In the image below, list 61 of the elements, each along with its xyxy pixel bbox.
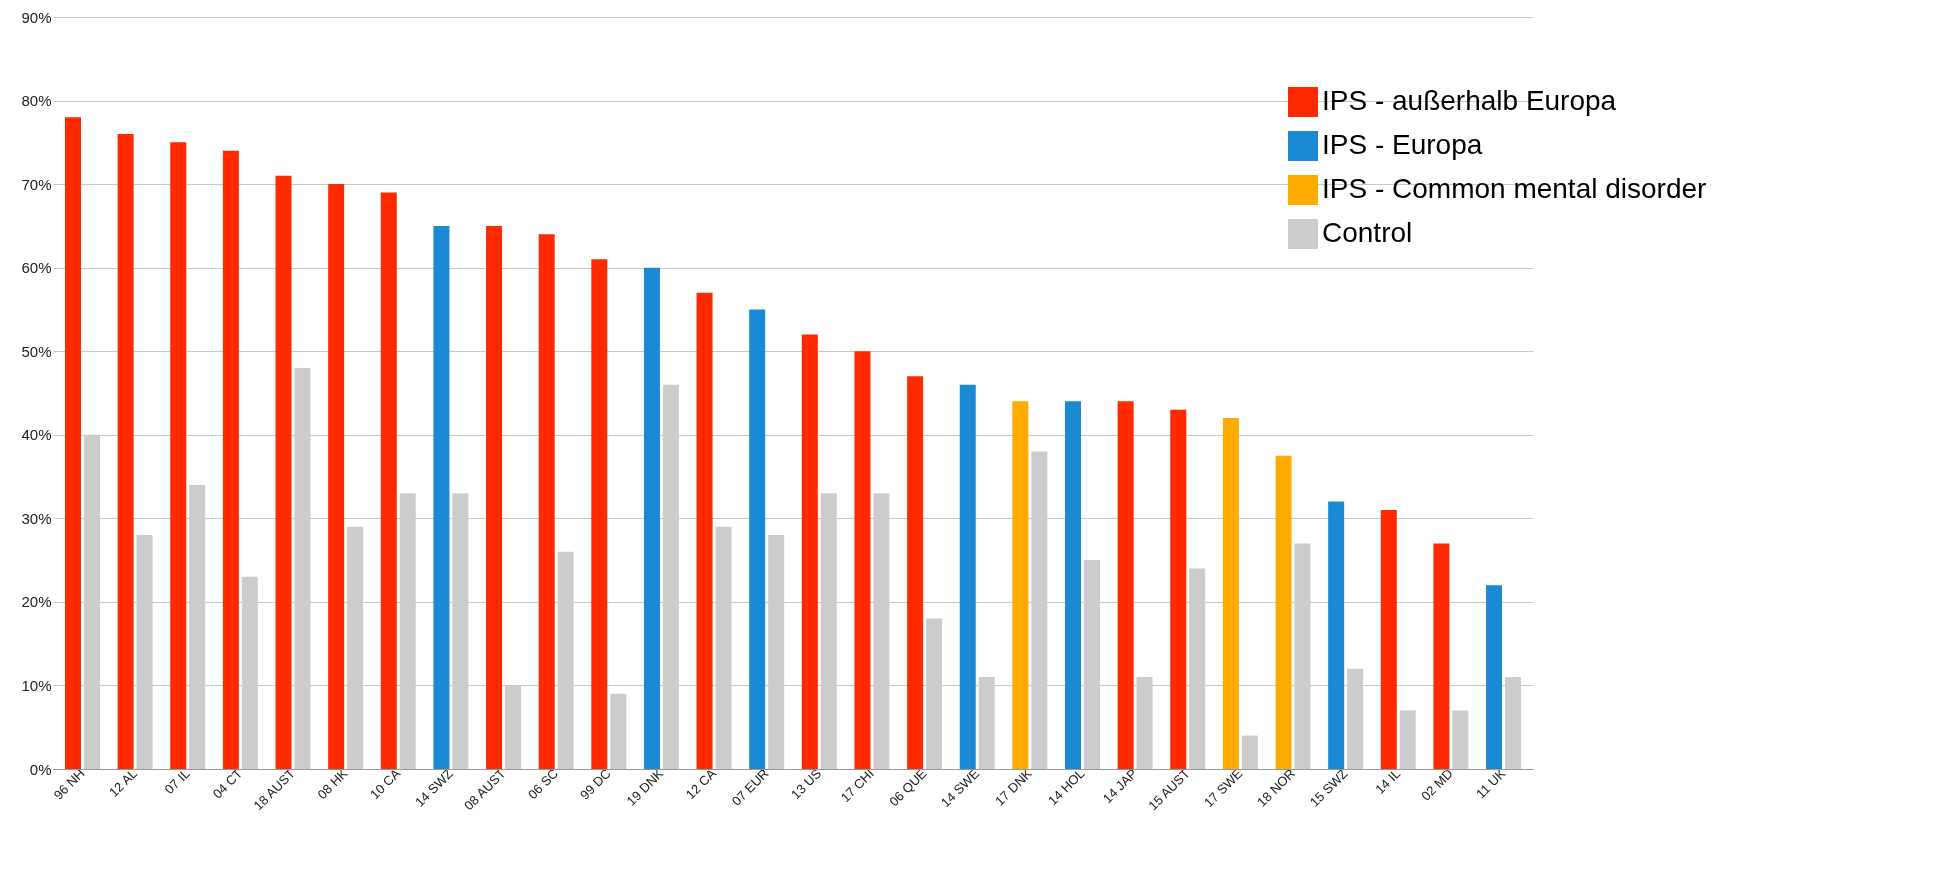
bar <box>1012 401 1029 769</box>
bar <box>591 259 608 769</box>
bar <box>801 334 818 769</box>
bar <box>959 384 976 769</box>
bar <box>1065 401 1081 769</box>
bar <box>1117 401 1134 769</box>
bar <box>1328 501 1345 769</box>
y-tick-label: 30% <box>21 509 52 527</box>
bar <box>1380 509 1397 769</box>
x-tick-label: 10 CA <box>367 765 404 803</box>
x-tick-label: 99 DC <box>577 765 614 803</box>
bar <box>1399 710 1416 769</box>
bar <box>486 225 503 769</box>
bar <box>433 225 450 769</box>
y-tick-label: 70% <box>21 175 52 193</box>
y-tick-label: 10% <box>21 676 52 694</box>
x-tick-label: 11 UK <box>1473 765 1509 802</box>
y-tick-label: 90% <box>21 8 52 26</box>
y-tick-label: 60% <box>21 259 52 277</box>
bar <box>275 175 292 769</box>
y-tick-label: 80% <box>21 92 52 110</box>
bar <box>1275 455 1292 769</box>
legend-label: IPS - außerhalb Europa <box>1322 85 1617 116</box>
x-tick-label: 17 CHI <box>837 765 877 806</box>
x-tick-label: 14 HOL <box>1045 765 1088 809</box>
bar <box>380 192 397 769</box>
bar <box>538 234 555 769</box>
bar <box>222 150 239 769</box>
x-tick-label: 06 SC <box>524 765 562 803</box>
bar <box>854 351 871 769</box>
x-tick-label: 12 AL <box>105 765 141 800</box>
bar <box>1452 710 1469 769</box>
legend-label: Control <box>1322 217 1413 248</box>
legend-label: IPS - Common mental disorder <box>1322 173 1707 204</box>
bar <box>170 142 187 769</box>
x-tick-label: 13 US <box>788 765 825 803</box>
y-tick-label: 20% <box>21 593 52 611</box>
bar <box>1486 585 1503 769</box>
x-tick-label: 14 JAP <box>1099 765 1141 807</box>
bar <box>328 184 345 769</box>
bar <box>1222 418 1239 769</box>
y-tick-label: 50% <box>21 342 52 360</box>
bar <box>1241 735 1258 769</box>
bar <box>1433 543 1450 769</box>
legend-label: IPS - Europa <box>1322 129 1483 160</box>
bar <box>643 267 660 769</box>
x-tick-label: 02 MD <box>1418 765 1456 804</box>
y-tick-label: 0% <box>29 760 52 778</box>
bar <box>65 117 81 769</box>
bar <box>749 309 766 769</box>
y-tick-label: 40% <box>21 426 52 444</box>
bar <box>117 133 134 769</box>
bar <box>1170 409 1187 769</box>
x-tick-label: 14 IL <box>1372 765 1404 797</box>
x-tick-label: 08 HK <box>314 765 351 803</box>
bar <box>907 376 924 769</box>
bar <box>610 693 627 769</box>
bar <box>696 292 713 769</box>
x-tick-label: 07 IL <box>161 765 193 797</box>
x-tick-label: 12 CA <box>682 765 720 803</box>
x-tick-label: 96 NH <box>50 765 88 803</box>
